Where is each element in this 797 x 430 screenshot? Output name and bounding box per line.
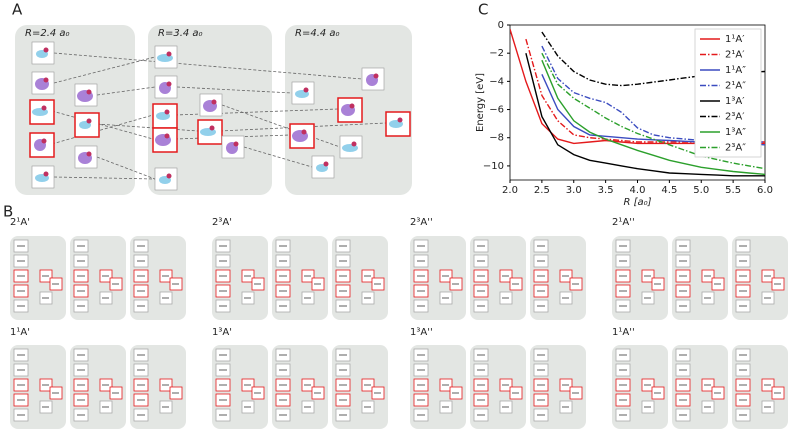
orbital-lobe <box>349 103 355 109</box>
connector <box>176 86 293 94</box>
connector <box>51 110 154 140</box>
legend-label: 1¹A″ <box>725 65 746 76</box>
orbital-lobe <box>41 105 47 111</box>
orbital-lobe <box>373 73 379 79</box>
x-tick-label: 5.5 <box>725 185 741 196</box>
y-tick-label: 0 <box>498 20 504 31</box>
orbital-lobe <box>164 109 170 115</box>
panel-label: A <box>12 1 23 19</box>
x-tick-label: 4.0 <box>630 185 646 196</box>
x-tick-label: 4.5 <box>661 185 677 196</box>
line-series <box>525 53 765 177</box>
connector <box>53 176 156 180</box>
x-tick-label: 3.5 <box>598 185 614 196</box>
state-label: 2³A'' <box>410 217 433 228</box>
connector <box>219 122 387 132</box>
orbital-lobe <box>43 171 49 177</box>
orbital-lobe <box>351 141 357 147</box>
orbital-lobe <box>164 133 170 139</box>
line-series <box>541 52 765 170</box>
orbital-lobe <box>86 151 92 157</box>
y-tick-label: −8 <box>489 133 504 144</box>
connector <box>243 146 313 168</box>
geometry-label: R=4.4 a₀ <box>295 28 340 39</box>
state-label: 2³A' <box>212 217 232 228</box>
connector <box>96 156 156 180</box>
legend-label: 2¹A″ <box>725 81 746 92</box>
legend-label: 1¹A′ <box>725 34 745 45</box>
state-label: 1³A' <box>212 327 232 338</box>
y-tick-label: −2 <box>489 48 504 59</box>
connector <box>221 104 341 148</box>
orbital-lobe <box>86 118 92 124</box>
x-tick-label: 2.0 <box>502 185 518 196</box>
orbital-lobe <box>301 129 307 135</box>
legend-label: 1³A′ <box>725 96 745 107</box>
state-label: 1³A'' <box>410 327 433 338</box>
x-tick-label: 2.5 <box>534 185 550 196</box>
connector <box>53 52 363 80</box>
orbital-lobe <box>43 47 49 53</box>
x-tick-label: 6.0 <box>757 185 773 196</box>
y-tick-label: −4 <box>489 76 504 87</box>
orbital-lobe <box>323 161 329 167</box>
y-tick-label: −10 <box>483 161 504 172</box>
legend-box <box>694 28 762 158</box>
x-tick-label: 3.0 <box>566 185 582 196</box>
orbital-lobe <box>43 77 49 83</box>
state-label: 2¹A' <box>10 217 30 228</box>
orbital-lobe <box>233 141 239 147</box>
x-tick-label: 5.0 <box>693 185 709 196</box>
line-series <box>541 59 765 176</box>
y-tick-label: −6 <box>489 105 504 116</box>
x-axis-label: R [a₀] <box>623 197 651 208</box>
orbital-lobe <box>166 81 172 87</box>
legend-label: 2³A′ <box>725 112 745 123</box>
connector <box>51 114 154 145</box>
orbital-lobe <box>41 138 47 144</box>
orbital-lobe <box>86 89 92 95</box>
orbital-lobe <box>166 173 172 179</box>
panel-label: C <box>478 1 488 19</box>
connector <box>53 56 156 84</box>
orbital-lobe <box>166 51 172 57</box>
orbital-lobe <box>211 99 217 105</box>
geometry-label: R=2.4 a₀ <box>25 28 70 39</box>
orbital-lobe <box>209 125 215 131</box>
state-label: 2¹A'' <box>612 217 635 228</box>
state-label: 1¹A' <box>10 327 30 338</box>
geometry-label: R=3.4 a₀ <box>158 28 203 39</box>
connector <box>96 123 199 132</box>
y-axis-label: Energy [eV] <box>475 73 486 132</box>
state-label: 1¹A'' <box>612 327 635 338</box>
orbital-lobe <box>397 117 403 123</box>
orbital-lobe <box>303 87 309 93</box>
legend-label: 1³A″ <box>725 127 746 138</box>
legend-label: 2³A″ <box>725 143 746 154</box>
panel-label: B <box>3 203 13 221</box>
legend-label: 2¹A′ <box>725 50 745 61</box>
